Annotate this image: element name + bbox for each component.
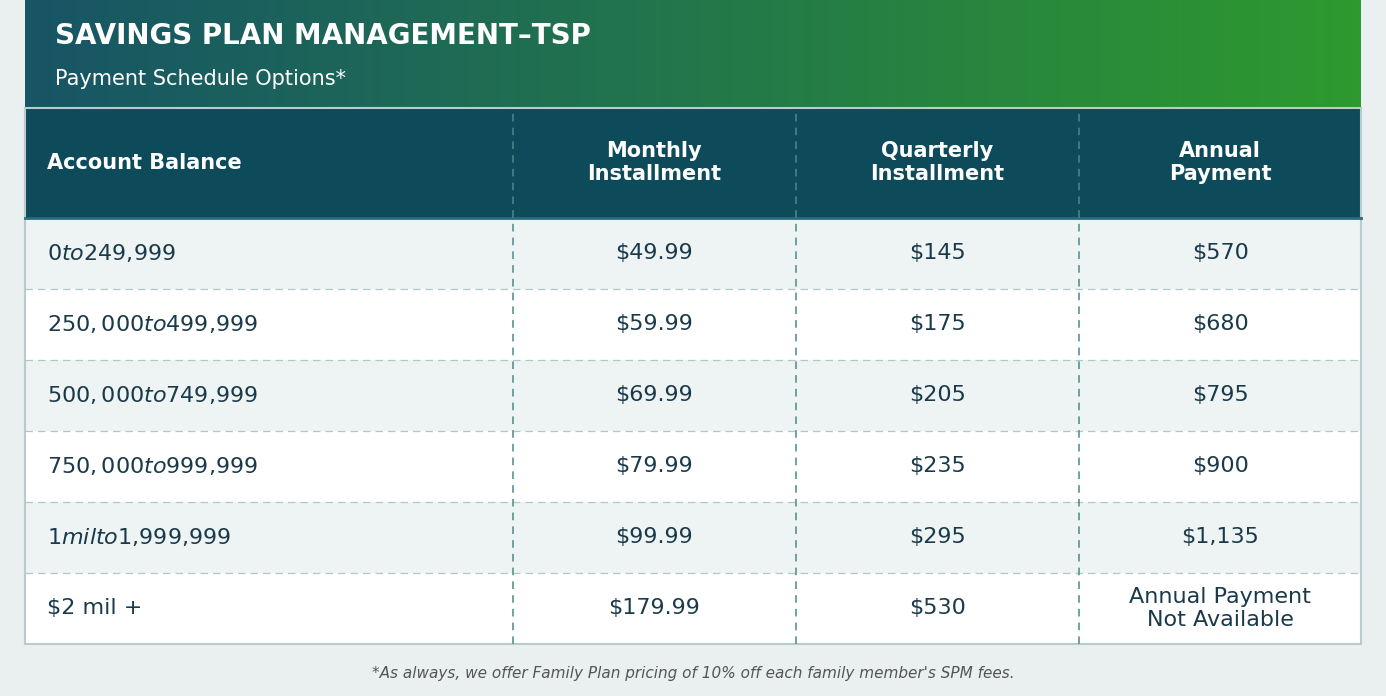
Text: $49.99: $49.99 <box>615 244 693 263</box>
Text: $175: $175 <box>909 315 966 334</box>
Text: $59.99: $59.99 <box>615 315 693 334</box>
Text: $79.99: $79.99 <box>615 457 693 476</box>
Text: $0 to $249,999: $0 to $249,999 <box>47 242 176 264</box>
Text: $205: $205 <box>909 386 966 405</box>
Text: Monthly
Installment: Monthly Installment <box>588 141 721 184</box>
Text: $750,000 to $999,999: $750,000 to $999,999 <box>47 455 258 477</box>
Text: Payment Schedule Options*: Payment Schedule Options* <box>55 69 346 89</box>
Text: $145: $145 <box>909 244 966 263</box>
Text: Annual
Payment: Annual Payment <box>1168 141 1271 184</box>
Text: $1 mil to $1,999,999: $1 mil to $1,999,999 <box>47 526 231 548</box>
Text: Annual Payment
Not Available: Annual Payment Not Available <box>1130 587 1311 630</box>
Text: SAVINGS PLAN MANAGEMENT–TSP: SAVINGS PLAN MANAGEMENT–TSP <box>55 22 592 49</box>
Text: $500,000 to $749,999: $500,000 to $749,999 <box>47 384 258 406</box>
Text: $99.99: $99.99 <box>615 528 693 547</box>
Text: $530: $530 <box>909 599 966 618</box>
Text: Quarterly
Installment: Quarterly Installment <box>870 141 1005 184</box>
Text: $570: $570 <box>1192 244 1249 263</box>
Text: $2 mil +: $2 mil + <box>47 599 143 618</box>
Text: *As always, we offer Family Plan pricing of 10% off each family member's SPM fee: *As always, we offer Family Plan pricing… <box>371 665 1015 681</box>
Text: $250,000 to $499,999: $250,000 to $499,999 <box>47 313 258 335</box>
Text: $1,135: $1,135 <box>1181 528 1258 547</box>
Text: $179.99: $179.99 <box>608 599 700 618</box>
Text: $295: $295 <box>909 528 966 547</box>
Text: $680: $680 <box>1192 315 1249 334</box>
Text: $69.99: $69.99 <box>615 386 693 405</box>
Bar <box>25 108 1361 644</box>
Text: $795: $795 <box>1192 386 1249 405</box>
Text: $900: $900 <box>1192 457 1249 476</box>
Text: Account Balance: Account Balance <box>47 153 243 173</box>
Text: $235: $235 <box>909 457 966 476</box>
